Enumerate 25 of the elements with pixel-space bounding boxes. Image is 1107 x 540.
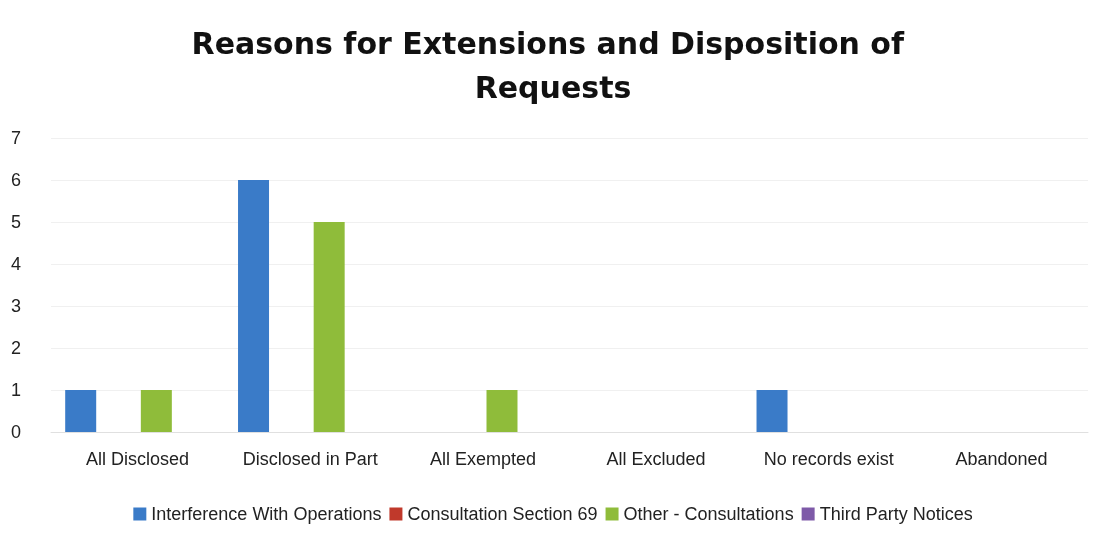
legend-label: Third Party Notices (819, 504, 973, 524)
y-tick-label: 5 (11, 212, 22, 232)
y-tick-label: 0 (11, 422, 22, 442)
y-tick-label: 2 (11, 338, 22, 358)
bar (140, 390, 172, 432)
y-tick-label: 3 (11, 296, 22, 316)
y-tick-label: 6 (11, 170, 22, 190)
bar (486, 390, 518, 432)
bar (756, 390, 788, 432)
legend-label: Consultation Section 69 (407, 504, 598, 524)
bar (65, 390, 97, 432)
x-tick-label: All Disclosed (85, 449, 189, 469)
x-tick-label: Abandoned (955, 449, 1048, 469)
x-tick-label: Disclosed in Part (242, 449, 378, 469)
bar (238, 180, 270, 432)
x-tick-label: No records exist (763, 449, 894, 469)
bar (313, 222, 345, 432)
y-tick-label: 4 (11, 254, 22, 274)
y-tick-label: 7 (11, 128, 22, 148)
x-tick-label: All Excluded (606, 449, 706, 469)
legend-label: Other - Consultations (623, 504, 794, 524)
chart-title: Reasons for Extensions and Disposition of Requests (191, 25, 915, 105)
x-tick-label: All Exempted (430, 449, 537, 469)
legend-label: Interference With Operations (151, 504, 382, 524)
y-tick-label: 1 (11, 380, 22, 400)
